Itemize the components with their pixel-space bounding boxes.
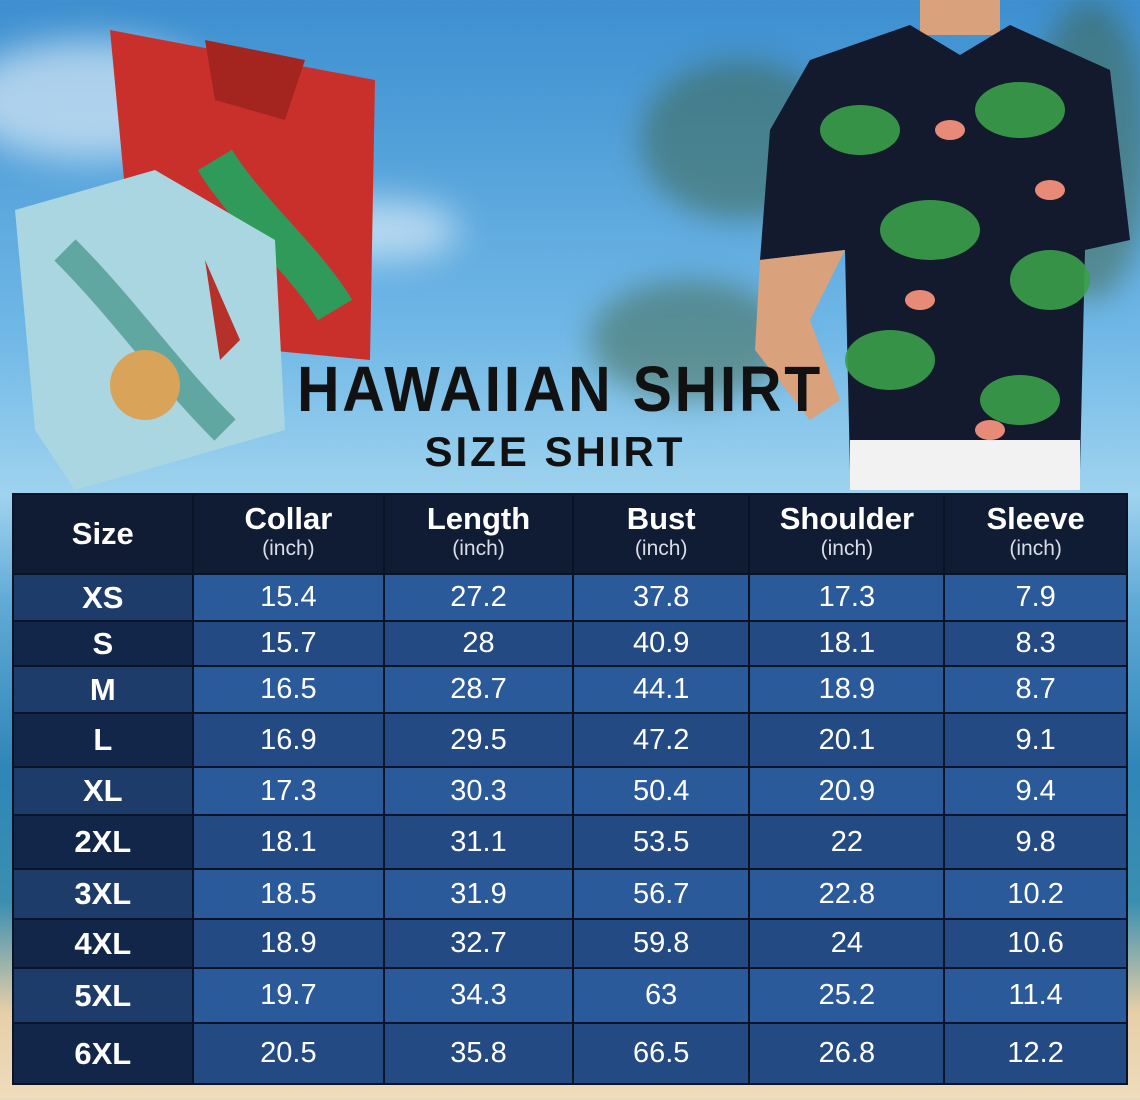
value-cell: 44.1 — [571, 665, 751, 714]
column-header-label: Length — [426, 501, 531, 536]
value-cell: 18.5 — [191, 868, 386, 920]
value-cell: 29.5 — [383, 712, 574, 768]
value-cell: 30.3 — [383, 766, 574, 816]
value-cell: 11.4 — [943, 967, 1128, 1024]
value-cell: 15.7 — [191, 620, 386, 667]
column-header-unit: (inch) — [262, 537, 315, 560]
table-row: L 16.9 29.5 47.2 20.1 9.1 — [12, 712, 1128, 768]
table-row: XS 15.4 27.2 37.8 17.3 7.9 — [12, 573, 1128, 622]
value-cell: 9.4 — [943, 766, 1128, 816]
page-subtitle: SIZE SHIRT — [424, 428, 686, 475]
value-cell: 53.5 — [571, 814, 751, 870]
value-cell: 26.8 — [748, 1022, 946, 1085]
value-cell: 40.9 — [571, 620, 751, 667]
column-header: Bust (inch) — [571, 493, 751, 575]
value-cell: 19.7 — [191, 967, 386, 1024]
value-cell: 31.1 — [383, 814, 574, 870]
column-header-unit: (inch) — [820, 537, 874, 560]
column-header: Sleeve (inch) — [943, 493, 1128, 575]
size-cell: 4XL — [12, 918, 194, 969]
value-cell: 18.1 — [748, 620, 946, 667]
size-cell: XL — [12, 766, 194, 816]
value-cell: 20.9 — [748, 766, 946, 816]
value-cell: 20.5 — [191, 1022, 386, 1085]
value-cell: 22.8 — [748, 868, 946, 920]
value-cell: 18.9 — [191, 918, 386, 969]
value-cell: 10.6 — [943, 918, 1128, 969]
model-shirt-image — [755, 0, 1130, 490]
value-cell: 20.1 — [748, 712, 946, 768]
table-row: M 16.5 28.7 44.1 18.9 8.7 — [12, 665, 1128, 714]
value-cell: 47.2 — [571, 712, 751, 768]
table-header-row: Size Collar (inch) Length (inch) Bust (inch) Sh… — [12, 493, 1128, 575]
value-cell: 32.7 — [383, 918, 574, 969]
column-header: Shoulder (inch) — [748, 493, 946, 575]
value-cell: 18.9 — [748, 665, 946, 714]
table-row: 5XL 19.7 34.3 63 25.2 11.4 — [12, 967, 1128, 1024]
value-cell: 17.3 — [748, 573, 946, 622]
size-cell: XS — [12, 573, 194, 622]
column-header: Collar (inch) — [191, 493, 386, 575]
size-cell: 5XL — [12, 967, 194, 1024]
value-cell: 66.5 — [571, 1022, 751, 1085]
value-cell: 28 — [383, 620, 574, 667]
value-cell: 12.2 — [943, 1022, 1128, 1085]
value-cell: 9.8 — [943, 814, 1128, 870]
value-cell: 16.5 — [191, 665, 386, 714]
value-cell: 24 — [748, 918, 946, 969]
value-cell: 18.1 — [191, 814, 386, 870]
value-cell: 8.3 — [943, 620, 1128, 667]
value-cell: 28.7 — [383, 665, 574, 714]
value-cell: 56.7 — [571, 868, 751, 920]
size-cell: M — [12, 665, 194, 714]
value-cell: 22 — [748, 814, 946, 870]
size-table: Size Collar (inch) Length (inch) Bust (inch) Sh… — [12, 493, 1128, 1085]
value-cell: 31.9 — [383, 868, 574, 920]
value-cell: 25.2 — [748, 967, 946, 1024]
value-cell: 37.8 — [571, 573, 751, 622]
value-cell: 34.3 — [383, 967, 574, 1024]
column-header-label: Collar — [244, 501, 333, 536]
value-cell: 15.4 — [191, 573, 386, 622]
value-cell: 35.8 — [383, 1022, 574, 1085]
value-cell: 59.8 — [571, 918, 751, 969]
column-header-label: Sleeve — [986, 501, 1085, 536]
table-row: S 15.7 28 40.9 18.1 8.3 — [12, 620, 1128, 667]
size-cell: 2XL — [12, 814, 194, 870]
column-header: Size — [12, 493, 194, 575]
size-cell: 6XL — [12, 1022, 194, 1085]
size-cell: 3XL — [12, 868, 194, 920]
value-cell: 9.1 — [943, 712, 1128, 768]
table-row: 2XL 18.1 31.1 53.5 22 9.8 — [12, 814, 1128, 870]
value-cell: 27.2 — [383, 573, 574, 622]
table-row: 4XL 18.9 32.7 59.8 24 10.6 — [12, 918, 1128, 969]
column-header-unit: (inch) — [634, 537, 688, 560]
page-title: HAWAIIAN SHIRT — [296, 353, 824, 425]
value-cell: 63 — [571, 967, 751, 1024]
column-header-label: Shoulder — [779, 501, 915, 536]
value-cell: 50.4 — [571, 766, 751, 816]
value-cell: 10.2 — [943, 868, 1128, 920]
folded-shirts-image — [15, 30, 375, 490]
column-header-label: Bust — [626, 501, 696, 536]
table-row: 6XL 20.5 35.8 66.5 26.8 12.2 — [12, 1022, 1128, 1085]
value-cell: 8.7 — [943, 665, 1128, 714]
table-row: XL 17.3 30.3 50.4 20.9 9.4 — [12, 766, 1128, 816]
column-header-unit: (inch) — [1009, 537, 1062, 560]
column-header-label: Size — [71, 516, 134, 551]
table-row: 3XL 18.5 31.9 56.7 22.8 10.2 — [12, 868, 1128, 920]
column-header: Length (inch) — [383, 493, 574, 575]
value-cell: 16.9 — [191, 712, 386, 768]
column-header-unit: (inch) — [452, 537, 505, 560]
size-cell: L — [12, 712, 194, 768]
size-cell: S — [12, 620, 194, 667]
value-cell: 17.3 — [191, 766, 386, 816]
value-cell: 7.9 — [943, 573, 1128, 622]
